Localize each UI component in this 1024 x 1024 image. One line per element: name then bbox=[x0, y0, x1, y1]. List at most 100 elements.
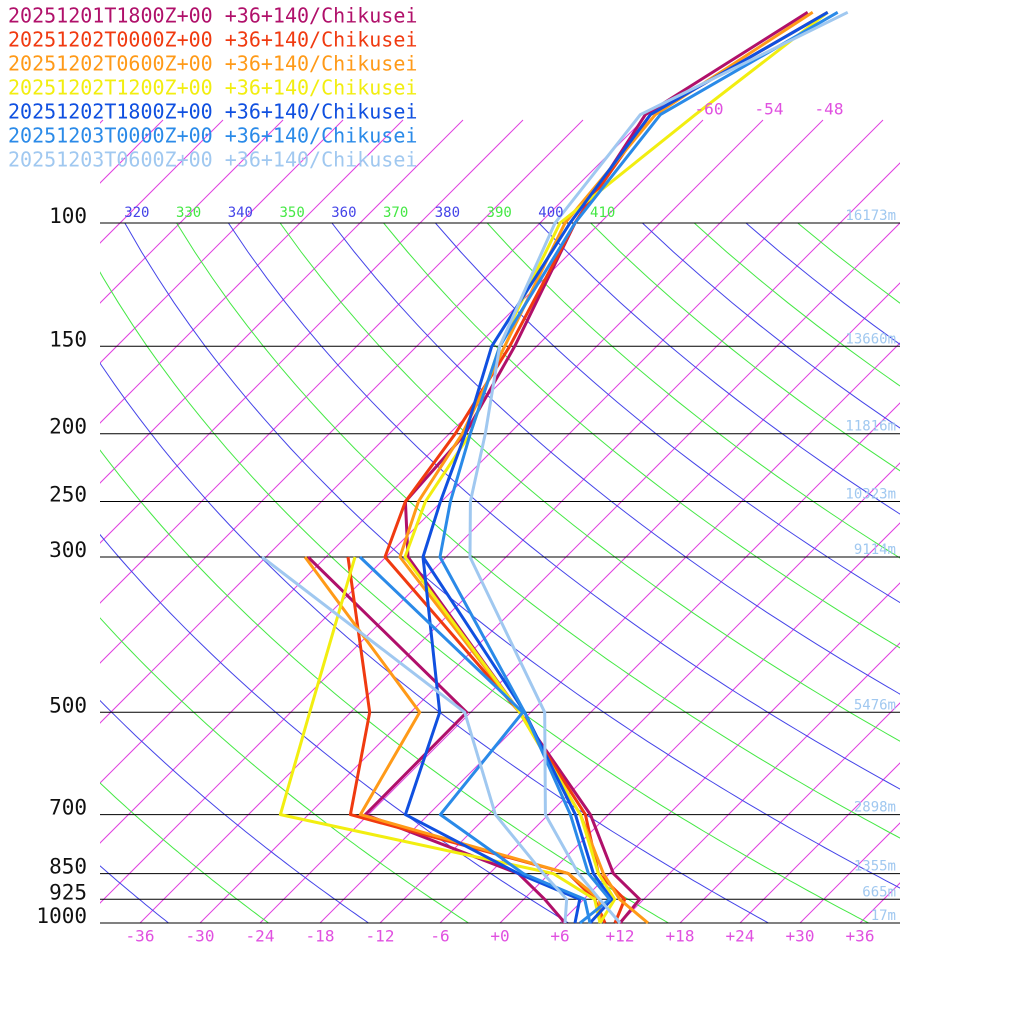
x-tick-label: -6 bbox=[430, 927, 449, 946]
dewpoint-line bbox=[278, 556, 602, 924]
y-tick-label: 250 bbox=[49, 483, 87, 507]
height-label: 1355m bbox=[854, 859, 896, 875]
height-label: 17m bbox=[871, 908, 896, 924]
isotherm bbox=[100, 119, 524, 544]
dry-adiabat bbox=[745, 223, 900, 345]
isotherm bbox=[100, 119, 764, 784]
dewpoint-line bbox=[358, 555, 592, 924]
dry-adiabat bbox=[176, 223, 900, 839]
y-tick-label: 150 bbox=[49, 327, 87, 351]
isotherms bbox=[100, 119, 900, 923]
adiabat-label: 380 bbox=[435, 205, 460, 221]
adiabat-label: 410 bbox=[590, 205, 615, 221]
y-tick-label: 925 bbox=[49, 880, 87, 904]
legend-entry: 20251202T1200Z+00 +36+140/Chikusei bbox=[8, 76, 417, 100]
adiabat-label: 320 bbox=[124, 205, 149, 221]
x-tick-label: +36 bbox=[846, 927, 875, 946]
legend-entry: 20251203T0000Z+00 +36+140/Chikusei bbox=[8, 124, 417, 148]
isotherm bbox=[259, 282, 900, 923]
x-tick-label: +30 bbox=[786, 927, 815, 946]
soundings bbox=[261, 10, 849, 925]
isotherm bbox=[499, 522, 900, 923]
x-tick-label: +18 bbox=[666, 927, 695, 946]
dry-adiabat bbox=[797, 223, 900, 304]
x-tick-label: -18 bbox=[306, 927, 335, 946]
adiabat-label: 370 bbox=[383, 205, 408, 221]
isotherm-label: -60 bbox=[695, 100, 724, 119]
isotherm bbox=[679, 702, 900, 923]
isotherm bbox=[100, 119, 824, 844]
isotherm bbox=[739, 762, 900, 923]
dewpoint-line bbox=[303, 556, 602, 924]
x-tick-label: -36 bbox=[126, 927, 155, 946]
x-tick-label: -12 bbox=[366, 927, 395, 946]
labels: -60 -54 -48 320 330 340 350 360 370 380 390 400 410 1… bbox=[8, 4, 896, 946]
y-tick-label: 500 bbox=[49, 693, 87, 717]
height-label: 13660m bbox=[845, 331, 896, 347]
isotherm bbox=[100, 119, 644, 664]
isotherm bbox=[139, 162, 900, 923]
temperature-line bbox=[421, 11, 829, 925]
legend-entry: 20251201T1800Z+00 +36+140/Chikusei bbox=[8, 4, 417, 28]
dry-adiabat bbox=[227, 223, 900, 790]
dry-adiabat bbox=[279, 223, 900, 742]
dry-adiabat bbox=[590, 223, 900, 472]
dry-adiabat bbox=[642, 223, 900, 429]
dewpoint-line bbox=[306, 555, 567, 924]
isotherm bbox=[100, 119, 884, 904]
height-label: 5476m bbox=[854, 697, 896, 713]
adiabat-label: 340 bbox=[228, 205, 253, 221]
isotherm-label: -48 bbox=[815, 100, 844, 119]
legend-entry: 20251202T0600Z+00 +36+140/Chikusei bbox=[8, 52, 417, 76]
isotherm bbox=[100, 119, 224, 244]
temperature-line bbox=[403, 11, 809, 924]
adiabat-label: 390 bbox=[487, 205, 512, 221]
y-tick-label: 700 bbox=[49, 796, 87, 820]
dry-adiabat bbox=[486, 223, 900, 559]
y-tick-label: 300 bbox=[49, 538, 87, 562]
adiabat-label: 400 bbox=[538, 205, 563, 221]
height-label: 16173m bbox=[845, 208, 896, 224]
dry-adiabat bbox=[331, 223, 900, 695]
x-tick-label: -30 bbox=[186, 927, 215, 946]
x-tick-label: +0 bbox=[490, 927, 509, 946]
isotherm bbox=[199, 222, 900, 923]
temperature-line bbox=[468, 10, 849, 924]
dewpoint-line bbox=[403, 556, 582, 924]
isotherm-label: -54 bbox=[755, 100, 784, 119]
dry-adiabat bbox=[538, 223, 900, 515]
isotherm bbox=[100, 119, 584, 604]
dewpoint-line bbox=[261, 555, 569, 924]
x-tick-label: +6 bbox=[550, 927, 569, 946]
temperature-line bbox=[438, 11, 839, 925]
adiabat-label: 350 bbox=[279, 205, 304, 221]
height-label: 10323m bbox=[845, 487, 896, 503]
temperature-line bbox=[398, 11, 814, 925]
legend-entry: 20251202T1800Z+00 +36+140/Chikusei bbox=[8, 100, 417, 124]
isotherm bbox=[100, 119, 404, 424]
y-tick-label: 100 bbox=[49, 204, 87, 228]
dry-adiabat bbox=[100, 449, 669, 923]
isotherm bbox=[439, 462, 900, 923]
dry-adiabat bbox=[383, 223, 900, 649]
isotherm bbox=[319, 342, 900, 923]
x-tick-label: -24 bbox=[246, 927, 275, 946]
x-tick-label: +24 bbox=[726, 927, 755, 946]
isotherm bbox=[799, 822, 900, 923]
height-label: 2898m bbox=[854, 800, 896, 816]
y-tick-label: 200 bbox=[49, 415, 87, 439]
height-label: 9114m bbox=[854, 542, 896, 558]
dry-adiabat bbox=[693, 223, 900, 387]
isotherm bbox=[559, 582, 900, 923]
isotherm bbox=[100, 119, 464, 484]
isotherm bbox=[100, 119, 344, 364]
legend-entry: 20251202T0000Z+00 +36+140/Chikusei bbox=[8, 28, 417, 52]
isotherm bbox=[619, 642, 900, 923]
y-tick-label: 850 bbox=[49, 855, 87, 879]
height-label: 665m bbox=[862, 884, 896, 900]
adiabat-label: 330 bbox=[176, 205, 201, 221]
isotherm bbox=[379, 402, 900, 923]
legend-entry: 20251203T0600Z+00 +36+140/Chikusei bbox=[8, 148, 417, 172]
height-label: 11816m bbox=[845, 419, 896, 435]
